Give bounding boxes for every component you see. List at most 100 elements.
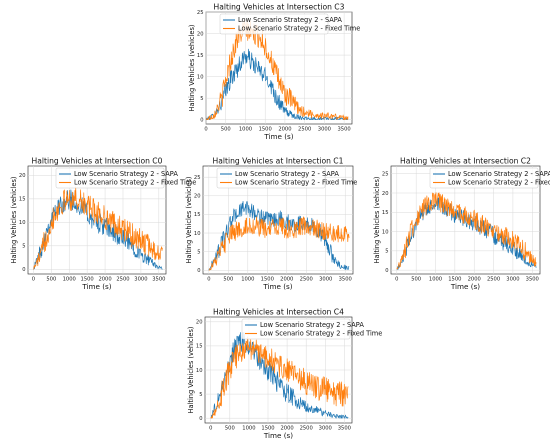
x-tick-label: 3500	[338, 426, 351, 432]
chart-title: Halting Vehicles at Intersection C2	[400, 157, 531, 166]
x-tick-label: 1500	[261, 277, 274, 283]
chart-panel-3: 0 500 1000 1500 2000 2500 3000 35000510152025Ha…	[185, 157, 357, 292]
x-tick-label: 3500	[338, 127, 351, 133]
legend-box	[216, 167, 326, 189]
x-tick-label: 2500	[298, 127, 311, 133]
y-axis-label: Halting Vehicles (vehicles)	[185, 177, 193, 264]
x-tick-label: 2000	[98, 277, 111, 283]
y-tick-label: 0	[385, 268, 388, 274]
x-tick-label: 1500	[81, 277, 94, 283]
y-tick-label: 5	[200, 96, 203, 102]
y-tick-label: 0	[22, 267, 25, 273]
x-tick-label: 1000	[429, 277, 442, 283]
legend-box	[219, 13, 329, 35]
series-line-fixed-time	[208, 216, 350, 271]
series-line-sapa	[396, 197, 537, 270]
legend-box	[429, 167, 539, 189]
chart-panel-4: 0 500 1000 1500 2000 2500 3000 35000510152025Ha…	[373, 157, 550, 292]
chart-title: Halting Vehicles at Intersection C4	[213, 308, 344, 317]
legend-entry: Low Scenario Strategy 2 - SAPA	[74, 170, 178, 178]
x-tick-label: 1500	[261, 426, 274, 432]
y-tick-label: 10	[197, 74, 204, 80]
y-tick-label: 10	[19, 220, 26, 226]
x-tick-label: 0	[204, 127, 207, 133]
x-tick-label: 500	[225, 426, 235, 432]
legend-entry: Low Scenario Strategy 2 - Fixed Time	[260, 330, 382, 338]
x-tick-label: 2000	[280, 426, 293, 432]
legend-box	[55, 167, 165, 189]
x-tick-label: 3500	[526, 277, 539, 283]
x-tick-label: 3500	[339, 277, 352, 283]
x-tick-label: 3000	[318, 127, 331, 133]
series-line-fixed-time	[210, 336, 349, 419]
y-tick-label: 5	[199, 392, 202, 398]
x-axis-label: Time (s)	[262, 282, 292, 291]
chart-title: Halting Vehicles at Intersection C3	[214, 3, 345, 12]
x-tick-label: 3000	[319, 277, 332, 283]
x-axis-label: Time (s)	[450, 282, 480, 291]
series-line-sapa	[210, 331, 349, 419]
y-tick-label: 5	[385, 249, 388, 255]
y-axis-label: Halting Vehicles (vehicles)	[187, 327, 195, 414]
series-line-fixed-time	[206, 19, 349, 121]
legend-entry: Low Scenario Strategy 2 - SAPA	[235, 170, 339, 178]
x-tick-label: 3000	[134, 277, 147, 283]
y-tick-label: 25	[197, 10, 204, 16]
x-tick-label: 2500	[116, 277, 129, 283]
x-tick-label: 2000	[468, 277, 481, 283]
y-tick-label: 15	[19, 197, 26, 203]
x-tick-label: 2000	[280, 277, 293, 283]
legend-box	[241, 318, 351, 340]
legend-entry: Low Scenario Strategy 2 - Fixed Time	[74, 179, 196, 187]
x-tick-label: 0	[209, 426, 212, 432]
x-axis-label: Time (s)	[263, 431, 293, 440]
y-tick-label: 10	[382, 229, 389, 235]
x-tick-label: 1500	[448, 277, 461, 283]
y-tick-label: 0	[200, 117, 203, 123]
y-tick-label: 15	[382, 210, 389, 216]
x-tick-label: 500	[223, 277, 233, 283]
legend-entry: Low Scenario Strategy 2 - Fixed Time	[235, 179, 357, 187]
legend-entry: Low Scenario Strategy 2 - Fixed Time	[448, 179, 550, 187]
y-axis-label: Halting Vehicles (vehicles)	[10, 177, 18, 264]
x-tick-label: 2500	[300, 426, 313, 432]
x-tick-label: 1000	[63, 277, 76, 283]
x-tick-label: 3000	[506, 277, 519, 283]
series-line-fixed-time	[396, 192, 537, 270]
legend-entry: Low Scenario Strategy 2 - SAPA	[260, 321, 364, 329]
y-tick-label: 25	[382, 172, 389, 178]
series-line-fixed-time	[33, 186, 163, 270]
y-tick-label: 15	[194, 212, 201, 218]
y-axis-label: Halting Vehicles (vehicles)	[373, 177, 381, 264]
y-tick-label: 20	[382, 191, 389, 197]
x-tick-label: 2500	[300, 277, 313, 283]
x-axis-label: Time (s)	[263, 132, 293, 141]
x-tick-label: 0	[395, 277, 398, 283]
x-tick-label: 2500	[487, 277, 500, 283]
y-tick-label: 5	[197, 249, 200, 255]
x-tick-label: 2000	[278, 127, 291, 133]
legend-entry: Low Scenario Strategy 2 - SAPA	[448, 170, 550, 178]
y-tick-label: 20	[197, 31, 204, 37]
y-tick-label: 20	[19, 173, 26, 179]
y-tick-label: 20	[194, 194, 201, 200]
y-tick-label: 5	[22, 244, 25, 250]
y-tick-label: 25	[194, 175, 201, 181]
chart-title: Halting Vehicles at Intersection C0	[32, 157, 163, 166]
y-tick-label: 15	[197, 53, 204, 59]
x-tick-label: 1000	[242, 426, 255, 432]
x-axis-label: Time (s)	[81, 282, 111, 291]
chart-title: Halting Vehicles at Intersection C1	[213, 157, 344, 166]
x-tick-label: 500	[411, 277, 421, 283]
y-tick-label: 10	[196, 368, 203, 374]
x-tick-label: 0	[32, 277, 35, 283]
y-axis-label: Halting Vehicles (vehicles)	[188, 25, 196, 112]
x-tick-label: 3500	[152, 277, 165, 283]
y-tick-label: 10	[194, 231, 201, 237]
x-tick-label: 3000	[319, 426, 332, 432]
